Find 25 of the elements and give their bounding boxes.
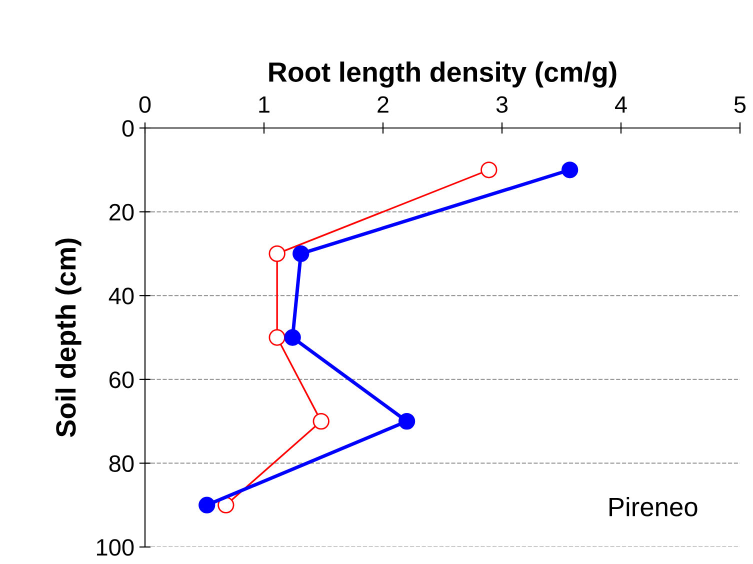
point <box>218 496 234 514</box>
point <box>561 162 578 178</box>
point <box>312 412 330 430</box>
x-tick-label: 1 <box>259 96 270 113</box>
x-tick-label: 5 <box>734 96 746 113</box>
point <box>480 162 498 178</box>
x-tick-label: 3 <box>496 96 508 113</box>
x-axis-title: Root length density (cm/g) <box>269 62 616 88</box>
x-tick-label: 0 <box>139 96 151 113</box>
point <box>268 329 286 346</box>
point <box>284 329 301 346</box>
y-tick-label: 20 <box>110 204 134 221</box>
annotation: Pireneo <box>610 496 698 516</box>
y-tick-label: 40 <box>108 288 134 304</box>
y-tick-label: 100 <box>96 539 134 556</box>
point <box>398 412 416 430</box>
y-tick-label: 60 <box>110 371 134 388</box>
x-tick-label: 4 <box>614 96 627 113</box>
point <box>292 245 310 262</box>
y-axis-title: Soil depth (cm) <box>55 238 82 438</box>
y-tick-label: 80 <box>109 455 134 472</box>
x-tick-label: 2 <box>378 96 388 113</box>
point <box>268 245 286 262</box>
point <box>198 496 216 514</box>
y-tick-label: 0 <box>122 120 134 137</box>
